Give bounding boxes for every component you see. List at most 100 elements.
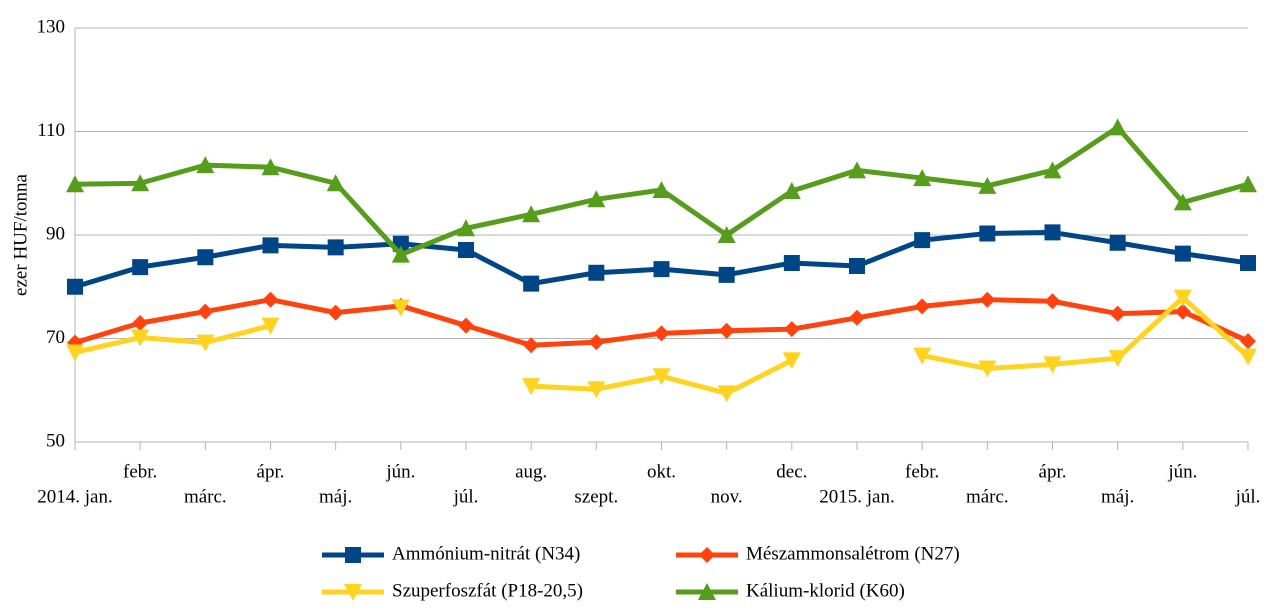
- marker: [196, 334, 215, 352]
- marker: [978, 176, 997, 194]
- legend-marker: [344, 584, 362, 601]
- marker: [196, 156, 215, 174]
- marker: [262, 237, 279, 254]
- x-tick-label: júl.: [1235, 486, 1261, 507]
- marker: [522, 205, 541, 223]
- marker: [1109, 234, 1126, 251]
- marker: [66, 344, 84, 362]
- marker: [458, 317, 474, 334]
- x-tick-label: aug.: [515, 461, 547, 482]
- legend-label: Kálium-klorid (K60): [746, 580, 905, 601]
- legend-label: Mészammonsalétrom (N27): [746, 543, 960, 564]
- marker: [1174, 303, 1191, 320]
- marker: [979, 225, 996, 242]
- x-tick-label: máj.: [1101, 486, 1134, 507]
- marker: [131, 174, 150, 192]
- x-tick-label: ápr.: [257, 461, 285, 482]
- marker: [718, 322, 735, 339]
- x-tick-label: febr.: [905, 461, 939, 482]
- y-axis-label: ezer HUF/tonna: [10, 174, 31, 296]
- x-tick-label: máj.: [319, 486, 352, 507]
- marker: [261, 317, 280, 335]
- x-tick-label: 2015. jan.: [819, 486, 894, 507]
- x-tick-label: okt.: [647, 461, 676, 482]
- marker: [718, 266, 735, 283]
- marker: [326, 174, 345, 192]
- marker: [849, 309, 865, 326]
- marker: [1044, 224, 1061, 241]
- marker: [522, 378, 541, 396]
- marker: [1240, 333, 1256, 350]
- y-tick-label: 50: [46, 430, 65, 451]
- marker: [1108, 118, 1127, 136]
- marker: [132, 314, 149, 331]
- x-tick-label: márc.: [184, 486, 227, 507]
- x-tick-label: júl.: [453, 486, 479, 507]
- marker: [1109, 305, 1126, 322]
- marker: [978, 360, 997, 378]
- marker: [652, 368, 671, 386]
- marker: [1174, 245, 1191, 262]
- marker: [132, 259, 149, 276]
- marker: [261, 158, 280, 176]
- marker: [783, 321, 800, 338]
- marker: [523, 275, 540, 292]
- marker: [717, 385, 736, 403]
- legend-label: Szuperfoszfát (P18-20,5): [392, 580, 583, 601]
- marker: [1044, 293, 1061, 310]
- x-tick-label: márc.: [966, 486, 1009, 507]
- marker: [457, 219, 475, 237]
- x-tick-label: 2014. jan.: [37, 486, 112, 507]
- marker: [652, 180, 671, 198]
- marker: [391, 245, 410, 263]
- marker: [327, 239, 344, 256]
- y-tick-label: 130: [37, 16, 66, 37]
- marker: [979, 291, 996, 308]
- x-tick-label: szept.: [574, 486, 618, 507]
- marker: [1240, 254, 1256, 271]
- marker: [1043, 356, 1062, 374]
- y-tick-label: 110: [37, 120, 65, 141]
- legend-marker: [699, 547, 715, 563]
- marker: [913, 347, 932, 365]
- y-tick-label: 90: [46, 223, 65, 244]
- x-tick-label: jún.: [1167, 461, 1197, 482]
- marker: [849, 258, 865, 275]
- legend-marker: [345, 547, 361, 563]
- marker: [1108, 350, 1127, 368]
- marker: [783, 254, 800, 271]
- x-tick-label: nov.: [711, 486, 743, 507]
- x-tick-label: febr.: [123, 461, 157, 482]
- marker: [131, 329, 150, 347]
- x-tick-label: dec.: [776, 461, 807, 482]
- marker: [523, 337, 540, 354]
- marker: [717, 226, 736, 243]
- marker: [587, 381, 606, 399]
- marker: [588, 334, 605, 351]
- x-tick-label: jún.: [385, 461, 415, 482]
- marker: [1239, 175, 1257, 193]
- marker: [391, 299, 410, 317]
- marker: [914, 298, 931, 315]
- x-tick-label: ápr.: [1039, 461, 1067, 482]
- marker: [197, 303, 214, 320]
- marker: [197, 249, 214, 266]
- marker: [66, 175, 84, 193]
- marker: [914, 232, 931, 249]
- y-tick-label: 70: [46, 327, 65, 348]
- marker: [588, 264, 605, 281]
- marker: [848, 161, 866, 179]
- marker: [587, 190, 606, 208]
- marker: [1173, 289, 1192, 307]
- marker: [458, 242, 474, 259]
- legend-label: Ammónium-nitrát (N34): [392, 543, 580, 564]
- marker: [327, 304, 344, 321]
- marker: [782, 352, 801, 370]
- marker: [1043, 161, 1062, 179]
- legend-marker: [698, 583, 716, 600]
- marker: [1173, 193, 1192, 211]
- marker: [782, 182, 801, 200]
- marker: [913, 169, 932, 187]
- marker: [67, 278, 83, 295]
